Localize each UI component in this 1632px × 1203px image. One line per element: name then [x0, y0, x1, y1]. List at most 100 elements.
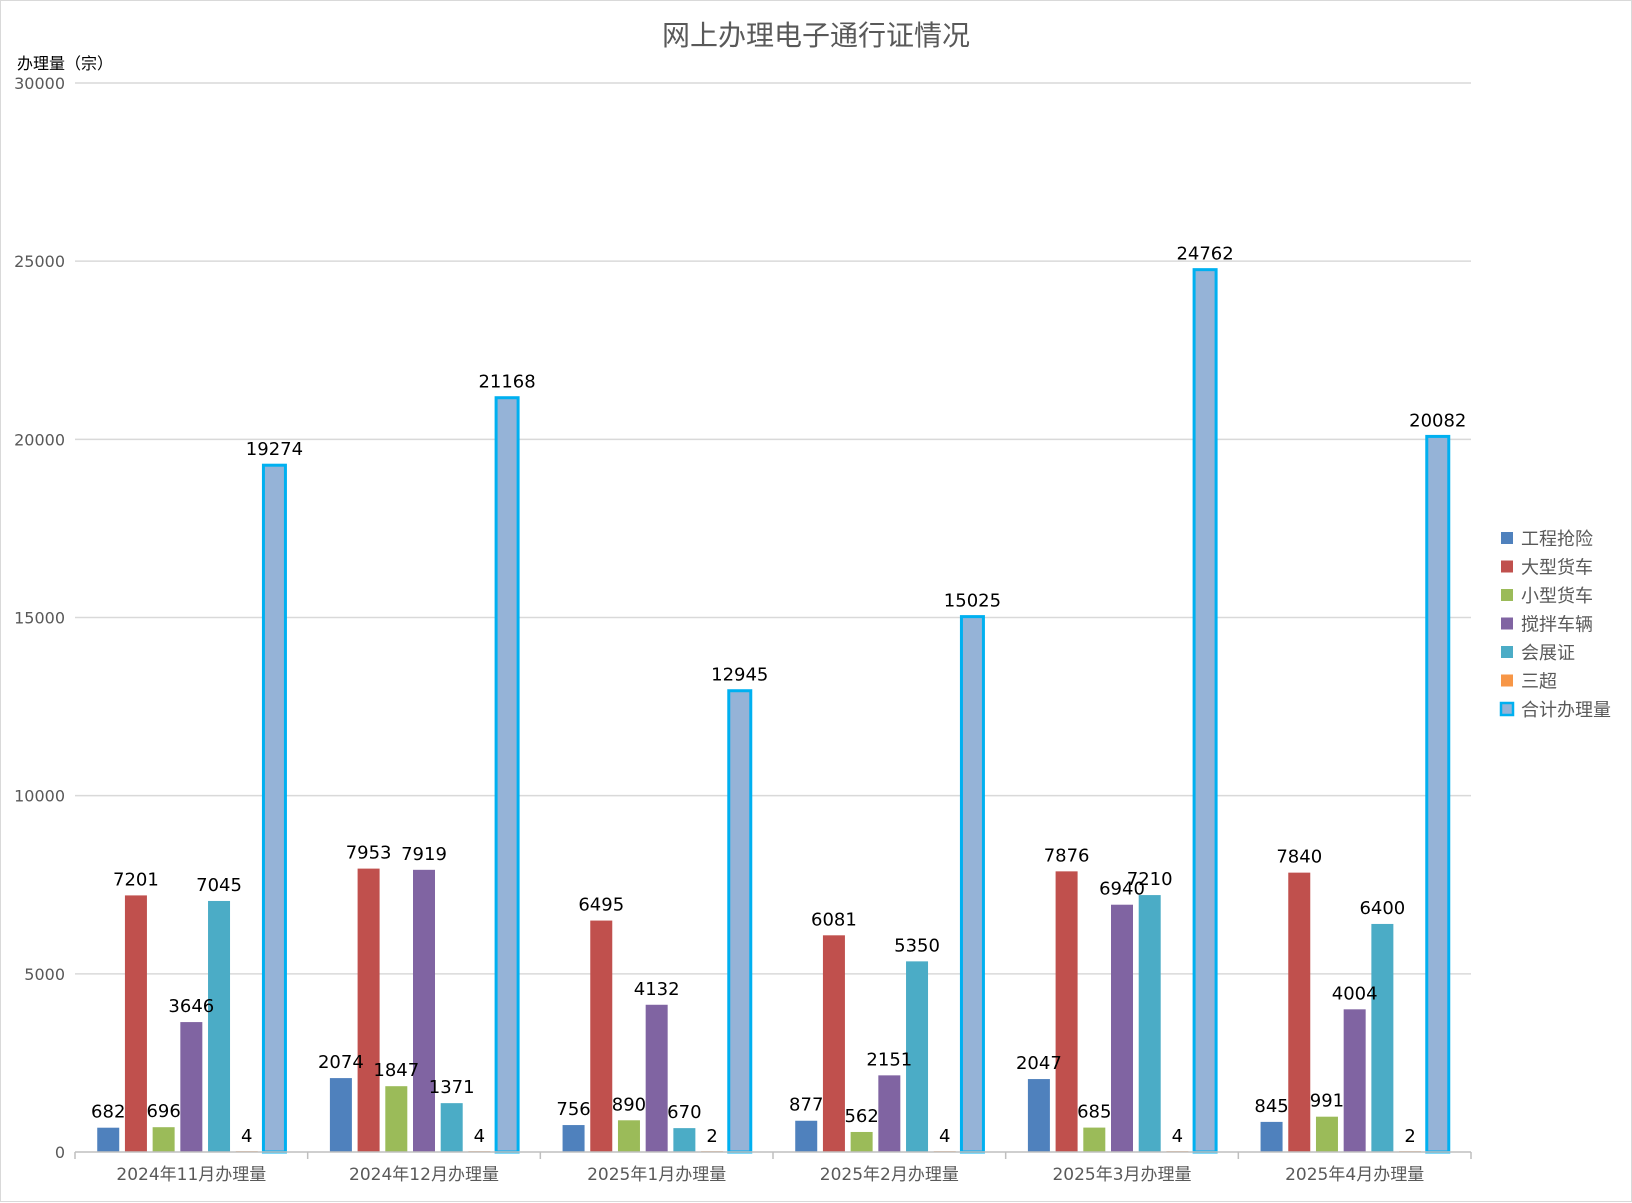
bar [1138, 895, 1161, 1152]
data-label: 7201 [113, 869, 159, 890]
data-labels: 682 2074 756 877 2047 845 7201 7953 6495 6081 7876… [91, 244, 1466, 1147]
chart-title: 网上办理电子通行证情况 [662, 19, 970, 52]
data-label: 756 [556, 1099, 590, 1120]
data-label: 15025 [944, 591, 1001, 612]
bar [1192, 268, 1218, 1154]
data-label: 7953 [346, 843, 392, 864]
y-tick-label: 5000 [24, 965, 65, 984]
bar [1315, 1116, 1338, 1152]
bar [645, 1004, 668, 1152]
bar [562, 1125, 585, 1152]
data-label: 4132 [634, 979, 680, 1000]
data-label: 682 [91, 1102, 125, 1123]
y-tick-label: 30000 [14, 74, 65, 93]
data-label: 6495 [578, 895, 624, 916]
data-label: 3646 [168, 996, 214, 1017]
data-label: 2074 [318, 1052, 364, 1073]
bar [1371, 923, 1394, 1152]
x-tick-label: 2024年12月办理量 [349, 1165, 499, 1185]
y-tick-label: 15000 [14, 609, 65, 628]
legend-label: 搅拌车辆 [1521, 615, 1593, 636]
bar [906, 961, 929, 1152]
x-axis [74, 1151, 1472, 1159]
x-tick-label: 2025年4月办理量 [1285, 1165, 1424, 1185]
x-tick-label: 2024年11月办理量 [116, 1165, 266, 1185]
bar [959, 615, 985, 1154]
data-label: 4004 [1332, 983, 1378, 1004]
bar [261, 463, 287, 1154]
bar [180, 1022, 203, 1152]
data-label: 6400 [1359, 898, 1405, 919]
y-tick-label: 20000 [14, 430, 65, 449]
legend-swatch [1501, 532, 1513, 544]
y-axis-label: 办理量（宗） [17, 54, 113, 73]
bars [97, 268, 1451, 1154]
data-label: 4 [1172, 1126, 1183, 1147]
bar [208, 900, 231, 1152]
data-label: 1847 [373, 1060, 419, 1081]
bar [673, 1128, 696, 1152]
y-tick-label: 10000 [14, 787, 65, 806]
legend-label: 工程抢险 [1521, 529, 1593, 550]
data-label: 12945 [711, 665, 768, 686]
bar [440, 1103, 463, 1152]
legend-swatch [1501, 646, 1513, 658]
data-label: 877 [789, 1095, 823, 1116]
data-label: 6081 [811, 909, 857, 930]
x-tick-label: 2025年1月办理量 [587, 1165, 726, 1185]
data-label: 2 [706, 1126, 717, 1147]
data-label: 7045 [196, 875, 242, 896]
data-label: 845 [1254, 1096, 1288, 1117]
legend-swatch [1499, 701, 1515, 717]
legend-label: 大型货车 [1521, 558, 1593, 579]
bar [124, 895, 147, 1152]
data-label: 7919 [401, 844, 447, 865]
bar [413, 869, 435, 1152]
bar [494, 396, 520, 1154]
bar [1083, 1127, 1106, 1152]
bar [878, 1075, 901, 1152]
y-axis-ticks: 0 5000 10000 15000 20000 25000 30000 [14, 74, 65, 1162]
bar [329, 1078, 352, 1152]
legend-label: 三超 [1521, 672, 1557, 693]
legend-label: 小型货车 [1521, 586, 1593, 607]
data-label: 20082 [1409, 410, 1466, 431]
legend-swatch [1501, 589, 1513, 601]
data-label: 6940 [1099, 879, 1145, 900]
bar [590, 920, 613, 1152]
y-tick-label: 25000 [14, 252, 65, 271]
bar [1288, 872, 1311, 1152]
x-tick-label: 2025年2月办理量 [820, 1165, 959, 1185]
bar [1260, 1121, 1283, 1152]
bar [152, 1127, 175, 1152]
x-tick-label: 2025年3月办理量 [1052, 1165, 1191, 1185]
data-label: 2047 [1016, 1053, 1062, 1074]
data-label: 24762 [1176, 244, 1233, 265]
gridlines [75, 82, 1471, 975]
data-label: 696 [146, 1101, 180, 1122]
bar [727, 689, 753, 1154]
y-tick-label: 0 [55, 1143, 65, 1162]
bar [795, 1120, 818, 1152]
bar [822, 935, 845, 1152]
bar [617, 1120, 640, 1152]
data-label: 670 [667, 1102, 701, 1123]
data-label: 19274 [246, 439, 303, 460]
bar [1425, 434, 1451, 1154]
data-label: 685 [1077, 1102, 1111, 1123]
legend-swatch [1501, 617, 1513, 630]
bar [97, 1127, 120, 1152]
bar [850, 1131, 873, 1152]
data-label: 7840 [1276, 847, 1322, 868]
data-label: 2 [1404, 1126, 1415, 1147]
data-label: 4 [939, 1126, 950, 1147]
bar [1027, 1079, 1050, 1152]
bar [1055, 871, 1078, 1152]
data-label: 562 [844, 1106, 878, 1127]
data-label: 1371 [429, 1077, 475, 1098]
bar [385, 1086, 408, 1152]
data-label: 7210 [1127, 869, 1173, 890]
